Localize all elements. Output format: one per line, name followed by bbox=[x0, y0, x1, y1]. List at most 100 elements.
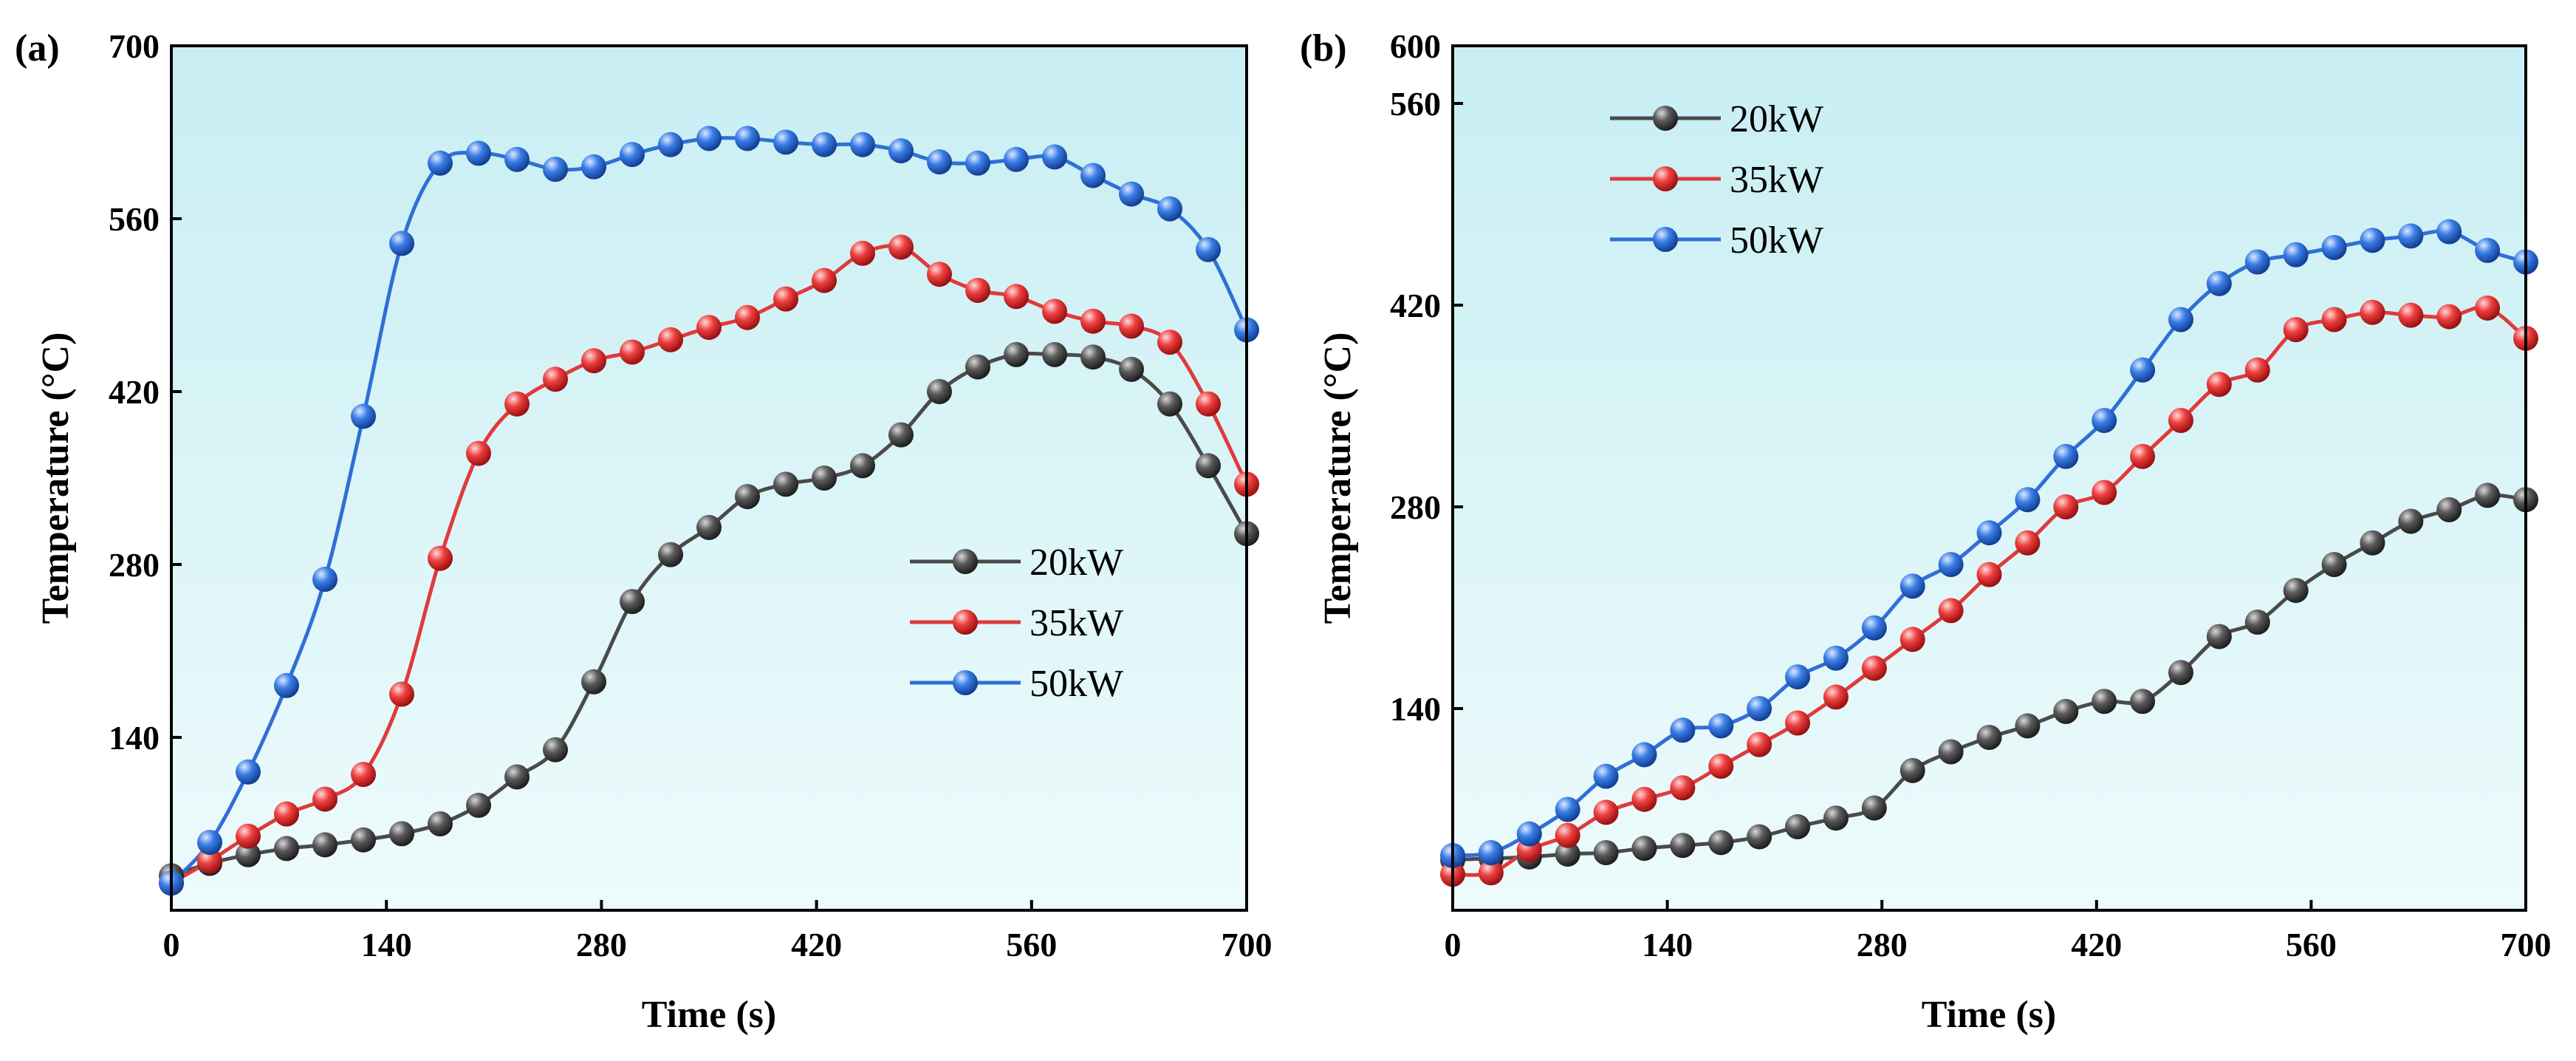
panel-a-point-50kw-21 bbox=[965, 150, 990, 176]
panel-b-point-35kw-3 bbox=[1555, 822, 1580, 848]
panel-b-y-tick-label-560: 560 bbox=[1390, 85, 1441, 123]
panel-b-point-35kw-4 bbox=[1593, 799, 1619, 825]
panel-a-point-20kw-27 bbox=[1196, 453, 1221, 479]
panel-a-point-50kw-20 bbox=[927, 149, 952, 175]
panel-b-point-20kw-21 bbox=[2244, 610, 2270, 635]
panel-b-legend-marker-35kw bbox=[1653, 166, 1678, 191]
panel-a-point-20kw-5 bbox=[351, 827, 376, 853]
panel-a-point-35kw-27 bbox=[1196, 391, 1221, 417]
panel-a-point-20kw-20 bbox=[927, 379, 952, 404]
panel-b-point-35kw-26 bbox=[2436, 304, 2462, 330]
panel-b-plot-frame bbox=[1451, 44, 2527, 912]
panel-a-point-35kw-3 bbox=[274, 801, 299, 827]
panel-b-y-tick-label-140: 140 bbox=[1390, 690, 1441, 728]
panel-a-point-20kw-17 bbox=[812, 465, 837, 491]
panel-a-axes: 0 140 280 420 560 700 140 280 420 560 700 bbox=[109, 27, 1272, 963]
panel-a-point-35kw-7 bbox=[428, 545, 453, 571]
panel-b-point-35kw-13 bbox=[1938, 598, 1964, 624]
panel-a-point-50kw-13 bbox=[658, 132, 683, 157]
panel-b-x-tick-label-560: 560 bbox=[2286, 926, 2337, 963]
panel-b-point-20kw-16 bbox=[2053, 698, 2079, 724]
panel-b-point-50kw-17 bbox=[2092, 408, 2117, 433]
panel-a-legend-marker-35kw bbox=[953, 610, 978, 635]
panel-b-point-20kw-24 bbox=[2360, 530, 2385, 556]
panel-a-point-20kw-14 bbox=[696, 514, 722, 540]
panel-b-point-20kw-7 bbox=[1708, 830, 1734, 856]
panel-a-legend-label-20kw: 20kW bbox=[1030, 542, 1123, 584]
panel-b-point-50kw-21 bbox=[2244, 249, 2270, 275]
panel-a-point-50kw-7 bbox=[428, 150, 453, 176]
panel-b-x-tick-label-280: 280 bbox=[1857, 926, 1908, 963]
panel-a-point-35kw-8 bbox=[466, 440, 491, 466]
panel-a-x-tick-label-420: 420 bbox=[791, 926, 842, 963]
panel-a-point-50kw-17 bbox=[812, 132, 837, 157]
panel-a-plot-frame bbox=[170, 44, 1248, 912]
panel-b-point-35kw-5 bbox=[1631, 786, 1657, 812]
panel-b-point-20kw-18 bbox=[2130, 689, 2156, 714]
panel-a-point-50kw-1 bbox=[197, 830, 222, 856]
panel-a-series bbox=[159, 126, 1259, 896]
panel-b-point-20kw-5 bbox=[1631, 836, 1657, 862]
panel-a-x-tick-label-140: 140 bbox=[361, 926, 412, 963]
panel-a-point-35kw-26 bbox=[1157, 330, 1182, 355]
panel-a-point-35kw-13 bbox=[658, 327, 683, 352]
panel-a-x-tick-label-0: 0 bbox=[163, 926, 180, 963]
panel-a-point-35kw-9 bbox=[504, 391, 530, 417]
panel-a-point-50kw-3 bbox=[274, 672, 299, 698]
panel-b-point-35kw-27 bbox=[2475, 295, 2501, 321]
panel-b-point-20kw-9 bbox=[1785, 813, 1811, 839]
panel-a-y-tick-label-140: 140 bbox=[109, 719, 160, 757]
panel-a-point-35kw-22 bbox=[1004, 284, 1029, 310]
panel-b-point-20kw-10 bbox=[1823, 805, 1849, 831]
panel-a-x-tick-label-700: 700 bbox=[1222, 926, 1272, 963]
panel-b-point-50kw-26 bbox=[2436, 219, 2462, 245]
panel-b-y-axis-title: Temperature (°C) bbox=[1317, 332, 1359, 624]
panel-b-point-20kw-4 bbox=[1593, 840, 1619, 865]
panel-a-point-20kw-22 bbox=[1004, 341, 1029, 367]
panel-b-point-50kw-5 bbox=[1631, 742, 1657, 768]
panel-b-point-50kw-18 bbox=[2130, 357, 2156, 383]
panel-a-x-tick-label-280: 280 bbox=[576, 926, 627, 963]
panel-b-point-20kw-25 bbox=[2398, 508, 2424, 534]
panel-b-point-50kw-22 bbox=[2283, 242, 2309, 267]
panel-a-y-tick-label-280: 280 bbox=[109, 546, 160, 584]
panel-a-point-20kw-13 bbox=[658, 542, 683, 567]
panel-b-point-20kw-11 bbox=[1861, 795, 1887, 821]
panel-b-point-50kw-2 bbox=[1516, 821, 1542, 847]
panel-a-point-50kw-27 bbox=[1196, 236, 1221, 262]
panel-a-point-20kw-19 bbox=[888, 422, 914, 448]
panel-a-point-35kw-1 bbox=[197, 848, 222, 874]
panel-b-point-35kw-12 bbox=[1900, 627, 1925, 652]
panel-a-point-20kw-8 bbox=[466, 792, 491, 818]
panel-a-point-50kw-18 bbox=[850, 132, 875, 157]
panel-b-y-tick-label-280: 280 bbox=[1390, 488, 1441, 526]
panel-b-point-50kw-25 bbox=[2398, 223, 2424, 249]
panel-a-point-50kw-25 bbox=[1119, 181, 1144, 207]
panel-b-point-35kw-16 bbox=[2053, 494, 2079, 519]
panel-a-point-35kw-11 bbox=[581, 348, 606, 374]
panel-b-x-tick-label-0: 0 bbox=[1445, 926, 1462, 963]
panel-a-point-35kw-23 bbox=[1042, 298, 1067, 324]
panel-b-point-50kw-11 bbox=[1861, 615, 1887, 641]
panel-b-point-50kw-1 bbox=[1478, 840, 1504, 865]
panel-a-point-35kw-4 bbox=[312, 786, 338, 812]
panel-b-point-50kw-23 bbox=[2321, 235, 2347, 260]
panel-b-point-50kw-4 bbox=[1593, 763, 1619, 789]
panel-a-point-35kw-16 bbox=[773, 286, 798, 312]
panel-b-plot-background bbox=[1453, 46, 2526, 910]
panel-b-point-20kw-20 bbox=[2206, 624, 2232, 649]
panel-b-legend-marker-50kw bbox=[1653, 227, 1678, 252]
panel-b-point-20kw-23 bbox=[2321, 552, 2347, 577]
panel-b-point-50kw-15 bbox=[2015, 487, 2041, 513]
panel-b-x-tick-label-420: 420 bbox=[2071, 926, 2122, 963]
panel-b-point-20kw-22 bbox=[2283, 578, 2309, 604]
panel-b-point-35kw-19 bbox=[2168, 408, 2193, 433]
panel-b-point-50kw-24 bbox=[2360, 228, 2385, 253]
panel-b-point-50kw-3 bbox=[1555, 796, 1580, 822]
panel-b-point-20kw-17 bbox=[2092, 689, 2117, 714]
panel-b-point-50kw-20 bbox=[2206, 270, 2232, 296]
panel-a-point-35kw-15 bbox=[735, 304, 760, 330]
panel-b-point-20kw-12 bbox=[1900, 757, 1925, 783]
panel-b-axes: 0 140 280 420 560 700 140 280 420 560 600 bbox=[1390, 27, 2552, 963]
